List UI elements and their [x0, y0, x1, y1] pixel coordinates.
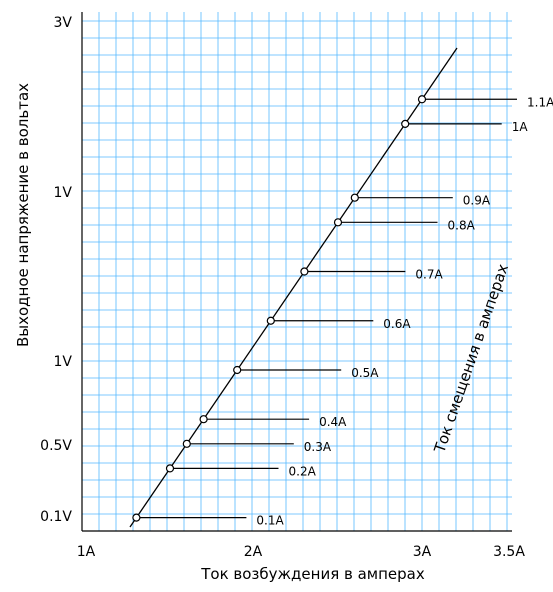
series-marks: 0.1A 0.2A 0.3A 0.4A 0.5A 0.6A 0.7A 0.8A 0.9A 1A 1.… [132, 95, 553, 528]
bias-current-label: 1A [512, 120, 529, 134]
bias-current-label: 0.8A [448, 218, 476, 232]
bias-current-label: 0.5A [351, 366, 379, 380]
x-tick-label-1a: 1A [77, 544, 96, 560]
bias-current-label: 0.4A [319, 415, 347, 429]
x-tick-label-2a: 2A [244, 544, 263, 560]
bias-current-label: 0.9A [463, 194, 491, 208]
y-tick-label-3v: 3V [54, 15, 73, 31]
y-tick-label-0-1v: 0.1V [40, 509, 72, 525]
y-tick-labels: 3V 1V 1V 0.5V 0.1V [40, 15, 72, 525]
data-point [233, 365, 242, 375]
data-point [165, 464, 175, 473]
y-tick-label-1v-upper: 1V [54, 185, 73, 201]
x-axis-title: Ток возбуждения в амперах [200, 565, 425, 583]
bias-current-label: 0.3A [304, 440, 332, 454]
data-point [300, 267, 309, 276]
y-tick-label-1v-lower: 1V [54, 354, 73, 370]
axes [81, 12, 512, 532]
data-point [333, 218, 343, 227]
y-axis-title: Выходное напряжение в вольтах [14, 83, 32, 347]
data-point [182, 439, 191, 448]
bias-current-label: 0.6A [383, 317, 411, 331]
data-point [199, 415, 208, 424]
bias-current-label: 0.2A [289, 464, 317, 478]
y-tick-label-0-5v: 0.5V [40, 438, 72, 454]
bias-current-label: 0.1A [256, 514, 284, 528]
bias-current-label: 0.7A [415, 268, 443, 282]
x-tick-label-3-5a: 3.5A [493, 544, 525, 560]
data-point [417, 95, 427, 104]
bias-current-label: 1.1A [527, 95, 553, 109]
x-tick-labels: 1A 2A 3A 3.5A [77, 544, 526, 560]
grid [81, 12, 512, 532]
x-tick-label-3a: 3A [413, 544, 432, 560]
data-point [266, 316, 275, 325]
data-point [350, 193, 359, 202]
data-point [401, 119, 410, 128]
data-point [132, 513, 141, 522]
